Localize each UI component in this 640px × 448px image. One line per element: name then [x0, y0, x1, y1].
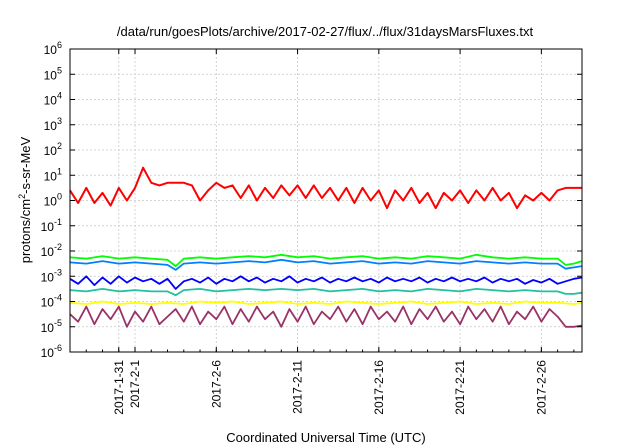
x-axis-label: Coordinated Universal Time (UTC) — [226, 430, 425, 445]
x-tick-label: 2017-2-11 — [291, 360, 305, 414]
series-line-6 — [69, 300, 583, 305]
x-tick-label: 2017-2-1 — [128, 360, 142, 408]
y-tick-label: 100 — [44, 192, 62, 209]
series-line-4 — [69, 275, 583, 290]
y-tick-label: 105 — [44, 65, 62, 82]
y-tick-label: 10-2 — [41, 242, 62, 259]
series-line-1 — [69, 166, 582, 210]
series-line-7 — [69, 305, 583, 328]
x-tick-label: 2017-2-21 — [453, 360, 467, 415]
series-line-3 — [69, 258, 583, 271]
y-axis-label-rest: -s-sr-MeV — [18, 136, 33, 193]
y-tick-label: 106 — [44, 40, 62, 57]
y-axis-label-sup: 2 — [17, 194, 27, 199]
y-tick-label: 102 — [44, 141, 62, 158]
x-tick-label: 2017-2-16 — [372, 360, 386, 415]
x-tick-label: 2017-1-31 — [112, 360, 126, 415]
series-line-2 — [69, 253, 583, 268]
y-tick-label: 104 — [44, 91, 62, 108]
y-tick-label: 10-6 — [41, 343, 62, 360]
series-line-5 — [69, 287, 583, 297]
y-tick-label: 103 — [44, 116, 62, 133]
chart-title: /data/run/goesPlots/archive/2017-02-27/f… — [117, 24, 534, 39]
x-tick-label: 2017-2-26 — [534, 360, 548, 415]
y-tick-label: 101 — [44, 166, 62, 183]
y-tick-label: 10-5 — [41, 318, 62, 335]
y-tick-label: 10-3 — [41, 267, 62, 284]
y-tick-label: 10-1 — [41, 217, 62, 234]
y-axis-label-base: protons/cm — [18, 199, 33, 263]
x-tick-label: 2017-2-6 — [209, 360, 223, 408]
series-lines — [69, 166, 583, 328]
x-axis-ticks: 2017-1-31 2017-2-1 2017-2-6 2017-2-11 2017-2… — [69, 49, 575, 415]
y-axis-ticks: 10-6 10-5 10-4 10-3 10-2 10-1 100 101 102 103 104 1… — [41, 40, 582, 360]
y-axis-label: protons/cm2-s-sr-MeV — [17, 136, 33, 263]
y-tick-label: 10-4 — [41, 293, 62, 310]
grid — [70, 49, 582, 352]
